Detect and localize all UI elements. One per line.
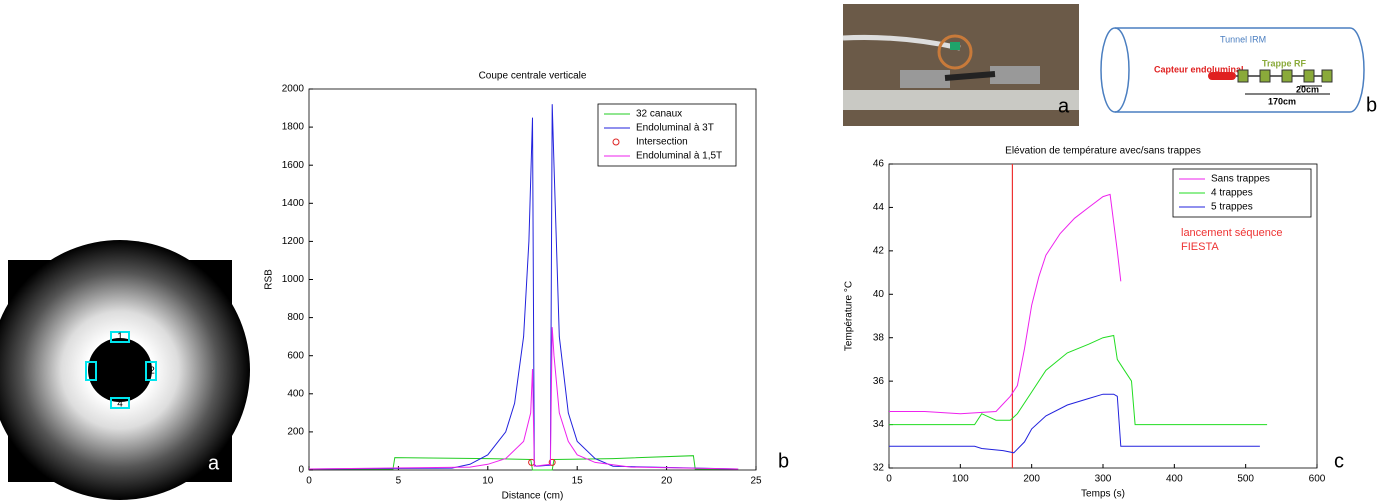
marker-label: 3 [88, 366, 94, 377]
legend-label: 32 canaux [636, 109, 682, 120]
photo: a [842, 4, 1079, 126]
series-line [889, 393, 1260, 454]
legend-label: Sans trappes [1211, 174, 1270, 185]
y-tick-label: 1200 [282, 236, 305, 247]
legend-marker [612, 138, 620, 146]
y-tick-label: 800 [287, 312, 304, 323]
annotation: FIESTA [1181, 241, 1219, 253]
y-tick-label: 46 [873, 159, 885, 170]
legend-label: Endoluminal à 1,5T [636, 151, 722, 162]
series-line [889, 334, 1268, 426]
legend-label: 5 trappes [1211, 202, 1253, 213]
series-line [308, 104, 739, 470]
y-tick-label: 42 [873, 245, 885, 256]
legend-label: 4 trappes [1211, 188, 1253, 199]
x-tick-label: 500 [1237, 474, 1254, 485]
chart-title: Elévation de température avec/sans trapp… [1005, 146, 1201, 157]
y-tick-label: 36 [873, 376, 885, 387]
y-tick-label: 200 [287, 427, 304, 438]
legend-label: Endoluminal à 3T [636, 123, 714, 134]
y-tick-label: 32 [873, 463, 885, 474]
panel-label: a [208, 452, 220, 474]
panel-label: b [1366, 94, 1377, 116]
y-tick-label: 2000 [282, 84, 305, 95]
diagram-label: Capteur endoluminal [1154, 64, 1244, 74]
diagram-label: Trappe RF [1262, 58, 1307, 68]
x-tick-label: 10 [482, 476, 494, 487]
data-point [548, 458, 556, 466]
diagram-label: Tunnel IRM [1220, 34, 1266, 44]
x-axis-label: Distance (cm) [502, 491, 564, 502]
y-tick-label: 34 [873, 419, 885, 430]
diagram-label: 170cm [1268, 96, 1296, 106]
x-tick-label: 20 [661, 476, 673, 487]
panel-label: b [778, 450, 789, 472]
y-tick-label: 600 [287, 350, 304, 361]
y-tick-label: 1600 [282, 160, 305, 171]
x-tick-label: 600 [1309, 474, 1326, 485]
x-tick-label: 100 [952, 474, 969, 485]
x-tick-label: 0 [306, 476, 312, 487]
x-tick-label: 300 [1095, 474, 1112, 485]
series-line [308, 327, 739, 470]
x-tick-label: 25 [750, 476, 762, 487]
annotation: lancement séquence [1181, 227, 1283, 239]
y-axis-label: Température °C [844, 281, 855, 351]
chart-title: Coupe centrale verticale [479, 71, 587, 82]
panel-label: c [1334, 450, 1344, 472]
legend-label: Intersection [636, 137, 688, 148]
marker-label: 2 [149, 366, 155, 377]
x-tick-label: 400 [1166, 474, 1183, 485]
series-line [309, 455, 739, 471]
diagram-label: 20cm [1296, 84, 1319, 94]
x-tick-label: 5 [396, 476, 402, 487]
y-axis-label: RSB [264, 269, 275, 290]
x-tick-label: 0 [886, 474, 892, 485]
y-tick-label: 1400 [282, 198, 305, 209]
mri-image: 1 2 3 4 a [0, 240, 250, 500]
x-tick-label: 15 [572, 476, 584, 487]
series-line [889, 193, 1122, 415]
panel-label: a [1058, 95, 1070, 117]
y-tick-label: 38 [873, 332, 885, 343]
y-tick-label: 0 [298, 465, 304, 476]
x-tick-label: 200 [1023, 474, 1040, 485]
y-tick-label: 40 [873, 289, 885, 300]
y-tick-label: 400 [287, 388, 304, 399]
y-tick-label: 1800 [282, 122, 305, 133]
x-axis-label: Temps (s) [1081, 489, 1125, 500]
y-tick-label: 1000 [282, 274, 305, 285]
marker-label: 1 [117, 332, 123, 343]
diagram: Tunnel IRM Trappe RF Capteur endoluminal… [1100, 27, 1377, 116]
marker-label: 4 [117, 399, 123, 410]
y-tick-label: 44 [873, 202, 885, 213]
